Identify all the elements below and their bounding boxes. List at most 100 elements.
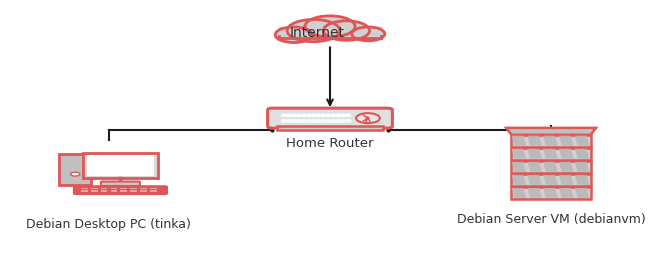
Polygon shape: [559, 136, 574, 146]
FancyBboxPatch shape: [101, 182, 140, 186]
Polygon shape: [512, 175, 526, 185]
Polygon shape: [512, 162, 526, 172]
Circle shape: [296, 114, 302, 116]
Polygon shape: [575, 188, 589, 198]
Circle shape: [281, 114, 286, 116]
Polygon shape: [543, 175, 558, 185]
Bar: [140, 191, 147, 192]
Circle shape: [346, 120, 351, 122]
Bar: [111, 188, 117, 189]
Circle shape: [287, 19, 340, 42]
Polygon shape: [559, 175, 574, 185]
Polygon shape: [559, 188, 574, 198]
Circle shape: [311, 114, 316, 116]
Circle shape: [306, 114, 312, 116]
Circle shape: [301, 114, 306, 116]
Bar: [130, 191, 137, 192]
Circle shape: [311, 120, 316, 122]
Polygon shape: [506, 128, 596, 135]
Polygon shape: [512, 149, 526, 159]
Polygon shape: [527, 136, 542, 146]
Bar: [277, 126, 383, 130]
Bar: [512, 135, 591, 147]
Circle shape: [331, 120, 336, 122]
Bar: [101, 191, 108, 192]
Bar: [111, 191, 117, 192]
Polygon shape: [543, 136, 558, 146]
Circle shape: [321, 120, 326, 122]
Bar: [150, 190, 156, 191]
Circle shape: [352, 27, 385, 41]
Bar: [120, 191, 127, 192]
Polygon shape: [527, 188, 542, 198]
Bar: [130, 190, 137, 191]
Bar: [512, 161, 591, 173]
Bar: [101, 190, 108, 191]
Bar: [91, 191, 98, 192]
Circle shape: [321, 114, 326, 116]
FancyBboxPatch shape: [74, 186, 167, 194]
Polygon shape: [512, 136, 526, 146]
Bar: [140, 190, 147, 191]
Circle shape: [286, 120, 292, 122]
Polygon shape: [575, 162, 589, 172]
Circle shape: [346, 114, 351, 116]
Bar: [59, 154, 91, 185]
Circle shape: [341, 120, 346, 122]
Bar: [120, 188, 127, 189]
Bar: [82, 153, 158, 178]
Polygon shape: [575, 175, 589, 185]
Bar: [150, 191, 156, 192]
Circle shape: [296, 120, 302, 122]
Bar: [120, 190, 127, 191]
Bar: [91, 190, 98, 191]
Bar: [111, 190, 117, 191]
Bar: [91, 188, 98, 189]
Circle shape: [291, 120, 296, 122]
Polygon shape: [527, 162, 542, 172]
Circle shape: [316, 120, 321, 122]
Polygon shape: [543, 149, 558, 159]
Circle shape: [286, 114, 292, 116]
Polygon shape: [559, 162, 574, 172]
Circle shape: [331, 114, 336, 116]
FancyBboxPatch shape: [268, 108, 392, 128]
Bar: [81, 188, 88, 189]
Circle shape: [336, 114, 341, 116]
Text: Internet: Internet: [289, 26, 345, 40]
Circle shape: [305, 16, 355, 37]
Circle shape: [323, 21, 370, 40]
Bar: [87, 155, 154, 176]
Circle shape: [306, 120, 312, 122]
Bar: [81, 190, 88, 191]
Circle shape: [326, 114, 331, 116]
Circle shape: [275, 27, 312, 43]
Circle shape: [341, 114, 346, 116]
Polygon shape: [512, 188, 526, 198]
Bar: [81, 191, 88, 192]
Circle shape: [326, 120, 331, 122]
Bar: [150, 188, 156, 189]
Polygon shape: [527, 175, 542, 185]
Circle shape: [356, 113, 380, 123]
Polygon shape: [527, 149, 542, 159]
Circle shape: [291, 114, 296, 116]
Bar: [101, 188, 108, 189]
Polygon shape: [543, 162, 558, 172]
Text: Debian Server VM (debianvm): Debian Server VM (debianvm): [457, 213, 645, 226]
Text: Debian Desktop PC (tinka): Debian Desktop PC (tinka): [26, 218, 191, 231]
Bar: [512, 187, 591, 199]
Polygon shape: [543, 188, 558, 198]
Polygon shape: [559, 149, 574, 159]
Polygon shape: [575, 136, 589, 146]
Polygon shape: [575, 149, 589, 159]
Text: Home Router: Home Router: [286, 137, 374, 150]
Bar: [279, 27, 381, 38]
Circle shape: [71, 172, 80, 176]
Bar: [512, 174, 591, 186]
Bar: [512, 148, 591, 160]
Circle shape: [301, 120, 306, 122]
Bar: [130, 188, 137, 189]
Circle shape: [316, 114, 321, 116]
Circle shape: [336, 120, 341, 122]
